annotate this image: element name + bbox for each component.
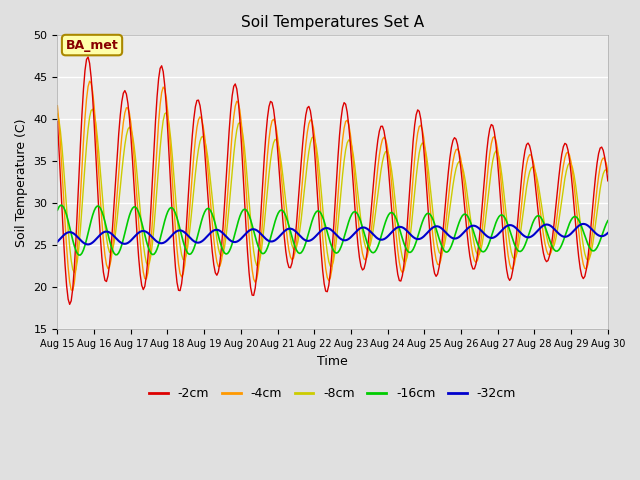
-2cm — [124, 101, 132, 107]
-16cm — [298, 250, 305, 256]
Line: -4cm: -4cm — [58, 81, 608, 290]
-2cm — [84, 54, 92, 60]
-32cm — [296, 233, 303, 239]
-8cm — [577, 220, 584, 226]
-8cm — [124, 126, 132, 132]
-32cm — [219, 230, 227, 236]
-4cm — [69, 288, 77, 293]
-8cm — [239, 132, 247, 138]
-32cm — [579, 221, 587, 227]
Text: BA_met: BA_met — [66, 38, 118, 51]
-16cm — [54, 207, 61, 213]
-32cm — [247, 227, 255, 233]
-8cm — [70, 270, 78, 276]
-4cm — [54, 103, 61, 108]
-8cm — [54, 110, 61, 116]
-8cm — [248, 235, 256, 240]
-32cm — [575, 223, 582, 229]
-16cm — [604, 218, 612, 224]
-4cm — [86, 78, 93, 84]
-8cm — [604, 169, 612, 175]
-4cm — [604, 168, 612, 174]
-16cm — [239, 207, 247, 213]
-2cm — [66, 301, 74, 307]
-8cm — [298, 216, 305, 222]
Title: Soil Temperatures Set A: Soil Temperatures Set A — [241, 15, 424, 30]
-32cm — [122, 240, 130, 246]
-16cm — [248, 222, 256, 228]
Line: -16cm: -16cm — [58, 205, 608, 255]
-32cm — [604, 230, 612, 236]
-2cm — [239, 167, 247, 173]
-16cm — [124, 218, 132, 224]
-32cm — [237, 236, 245, 241]
-4cm — [124, 105, 132, 111]
-32cm — [54, 239, 61, 245]
-4cm — [248, 267, 256, 273]
-2cm — [54, 119, 61, 124]
-2cm — [298, 159, 305, 165]
-2cm — [248, 292, 256, 298]
-2cm — [577, 265, 584, 271]
Line: -32cm: -32cm — [58, 224, 608, 244]
-8cm — [89, 107, 97, 112]
-4cm — [239, 139, 247, 145]
Line: -2cm: -2cm — [58, 57, 608, 304]
-16cm — [577, 220, 584, 226]
-4cm — [577, 242, 584, 248]
-8cm — [221, 244, 228, 250]
Y-axis label: Soil Temperature (C): Soil Temperature (C) — [15, 118, 28, 247]
-16cm — [221, 250, 228, 256]
Legend: -2cm, -4cm, -8cm, -16cm, -32cm: -2cm, -4cm, -8cm, -16cm, -32cm — [144, 383, 521, 406]
-32cm — [84, 241, 92, 247]
X-axis label: Time: Time — [317, 355, 348, 368]
-4cm — [298, 193, 305, 199]
-16cm — [56, 203, 64, 208]
-4cm — [221, 232, 228, 238]
-2cm — [604, 178, 612, 184]
Line: -8cm: -8cm — [58, 109, 608, 273]
-2cm — [221, 202, 228, 208]
-16cm — [75, 252, 83, 258]
